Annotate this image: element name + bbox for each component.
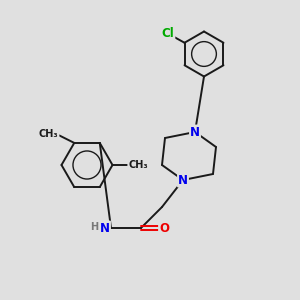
Text: N: N [190, 125, 200, 139]
Text: N: N [100, 221, 110, 235]
Text: H: H [90, 221, 99, 232]
Text: N: N [178, 173, 188, 187]
Text: CH₃: CH₃ [128, 160, 148, 170]
Text: CH₃: CH₃ [39, 129, 58, 139]
Text: O: O [159, 221, 169, 235]
Text: Cl: Cl [162, 27, 174, 40]
